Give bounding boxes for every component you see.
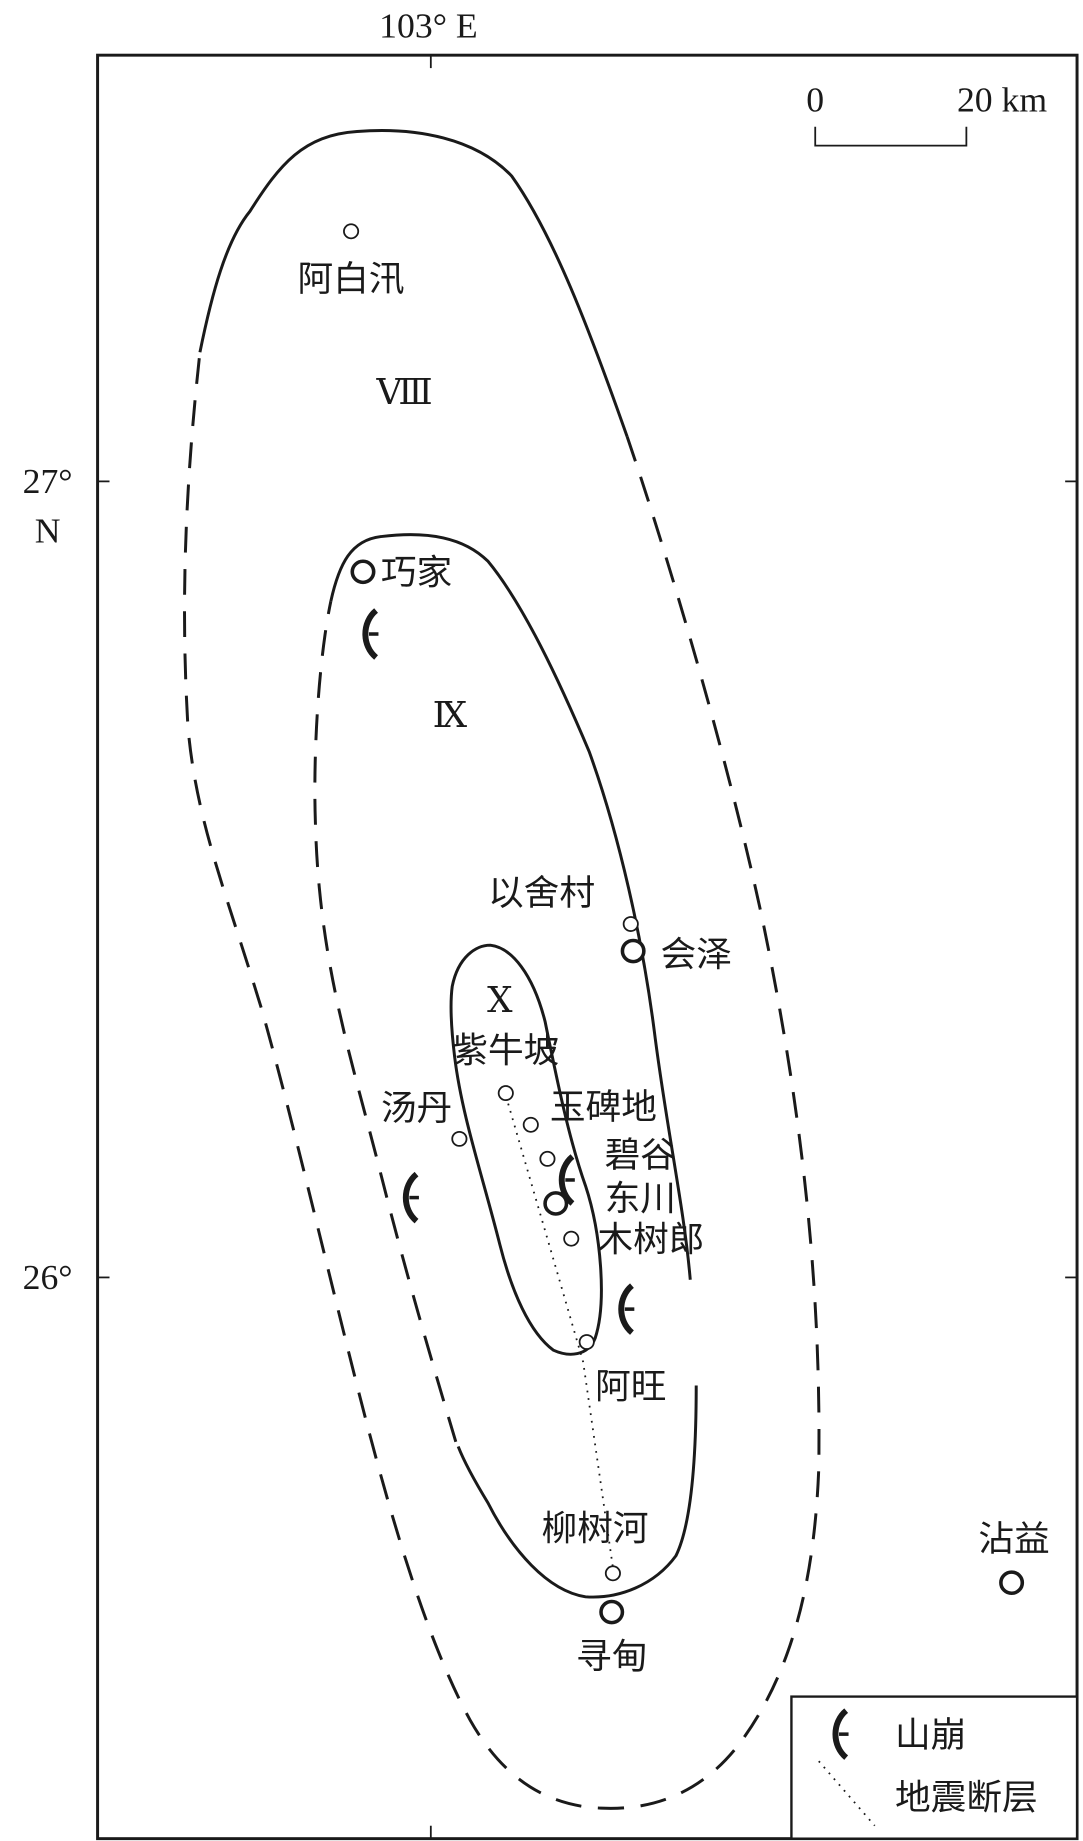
contour-ix-solid-south	[456, 1385, 698, 1599]
place-marker-yubeidi	[522, 1116, 539, 1133]
contour-x	[449, 943, 603, 1356]
place-marker-dongchuan	[543, 1191, 569, 1216]
place-label-abaixun: 阿白汛	[298, 259, 405, 299]
place-marker-zhanyi	[999, 1570, 1025, 1596]
contour-viii-dashed	[183, 352, 821, 1810]
landslide-icon	[406, 1174, 419, 1221]
place-marker-bigu	[539, 1150, 556, 1167]
legend: 山崩 地震断层	[790, 1695, 1079, 1840]
place-label-zhanyi: 沾益	[978, 1519, 1049, 1559]
place-label-mushulang: 木树郎	[597, 1220, 704, 1260]
place-marker-abaixun	[343, 223, 360, 240]
lat27-hemi: N	[35, 511, 61, 551]
map-frame	[96, 53, 1079, 1841]
scale-end: 20 km	[957, 80, 1048, 120]
place-label-qiaojia: 巧家	[381, 553, 452, 593]
place-label-awang: 阿旺	[595, 1367, 666, 1407]
legend-fault-label: 地震断层	[895, 1778, 1038, 1818]
landslide-icon	[365, 611, 378, 658]
contour-ix-dashed	[313, 600, 458, 1443]
lat27-label: 27°	[23, 461, 73, 501]
intensity-x-label: Ⅹ	[487, 980, 513, 1020]
place-marker-ziniupo	[497, 1085, 514, 1102]
place-label-ziniupo: 紫牛坡	[452, 1031, 559, 1071]
contour-ix-solid	[329, 533, 692, 1280]
landslide-icon	[562, 1156, 575, 1203]
lat26-label: 26°	[23, 1257, 73, 1297]
scale-bar-line	[814, 126, 968, 147]
place-label-xundian: 寻甸	[576, 1637, 647, 1677]
place-label-yubeidi: 玉碑地	[550, 1087, 657, 1127]
place-label-yishecun: 以舍村	[488, 873, 595, 913]
intensity-ix-label: Ⅸ	[433, 695, 468, 735]
place-marker-liushuhe	[604, 1565, 621, 1582]
place-marker-huize	[620, 938, 646, 964]
place-label-liushuhe: 柳树河	[542, 1509, 649, 1549]
legend-landslide-label: 山崩	[895, 1715, 966, 1755]
place-label-huize: 会泽	[661, 935, 732, 975]
lon-label: 103° E	[379, 6, 478, 46]
place-marker-xundian	[599, 1599, 625, 1625]
scale-start: 0	[806, 80, 824, 120]
place-marker-yishecun	[622, 916, 639, 932]
place-marker-qiaojia	[350, 559, 376, 585]
place-marker-awang	[578, 1334, 595, 1350]
landslide-icon	[621, 1286, 634, 1333]
earthquake-fault-line	[507, 1103, 614, 1568]
intensity-viii-label: Ⅷ	[376, 372, 433, 412]
place-marker-tangdan	[451, 1130, 468, 1147]
place-marker-mushulang	[563, 1230, 580, 1247]
scale-bar: 0 20 km	[806, 80, 1048, 147]
place-label-tangdan: 汤丹	[381, 1088, 452, 1128]
place-label-bigu: 碧谷	[605, 1135, 676, 1175]
contour-viii-solid	[198, 129, 629, 438]
place-label-dongchuan: 东川	[605, 1179, 676, 1219]
